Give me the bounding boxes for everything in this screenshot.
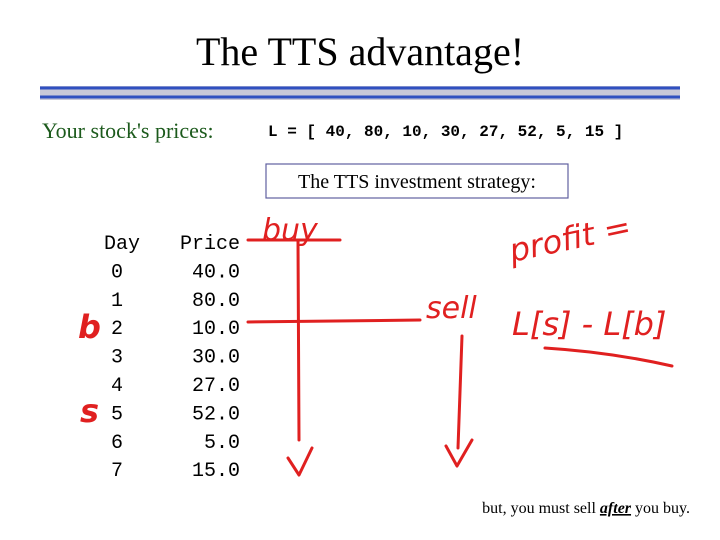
code: L = [ 40, 80, 10, 30, 27, 52, 5, 15 ]: [268, 123, 623, 141]
buy-note: buy: [262, 213, 319, 248]
table-cell: 52.0: [192, 403, 240, 426]
table-cell: 3: [111, 347, 123, 370]
price-table: Day Price 0 40.0 1 80.0 2 10.0 3 30.0 4 27.0 5 52.0 6 5…: [104, 233, 240, 483]
table-cell: 30.0: [192, 347, 240, 370]
formula-note: L[s] - L[b]: [512, 305, 666, 343]
buy-arrow: [286, 238, 314, 477]
footer-text: but, you must sell: [482, 500, 596, 517]
table-cell: 1: [111, 290, 123, 313]
strategy-label: The TTS investment strategy:: [298, 171, 536, 193]
footer: but, you must sell after you buy.: [482, 500, 690, 517]
prompt: Your stock's prices:: [42, 118, 214, 143]
table-cell: 4: [111, 375, 123, 398]
table-cell: 5.0: [204, 432, 240, 455]
sell-line: [246, 318, 422, 324]
s-mark: s: [80, 392, 99, 430]
table-cell: 10.0: [192, 318, 240, 341]
table-cell: 15.0: [192, 460, 240, 483]
title: The TTS advantage!: [196, 29, 524, 74]
strategy-box: [265, 163, 569, 199]
table-cell: 5: [111, 403, 123, 426]
footer-emphasis: after: [600, 500, 632, 517]
table-cell: 80.0: [192, 290, 240, 313]
b-mark: b: [78, 308, 101, 346]
profit-note: profit =: [505, 207, 634, 270]
footer-text: you buy.: [635, 500, 690, 517]
table-cell: 6: [111, 432, 123, 455]
table-cell: 27.0: [192, 375, 240, 398]
table-cell: 0: [111, 261, 123, 284]
table-cell: 7: [111, 460, 123, 483]
table-cell: 2: [111, 318, 123, 341]
formula-underline: [543, 346, 674, 368]
sell-arrow: [444, 334, 474, 468]
column-header: Day: [104, 233, 140, 256]
column-header: Price: [180, 233, 240, 256]
sell-note: sell: [426, 291, 477, 326]
table-cell: 40.0: [192, 261, 240, 284]
